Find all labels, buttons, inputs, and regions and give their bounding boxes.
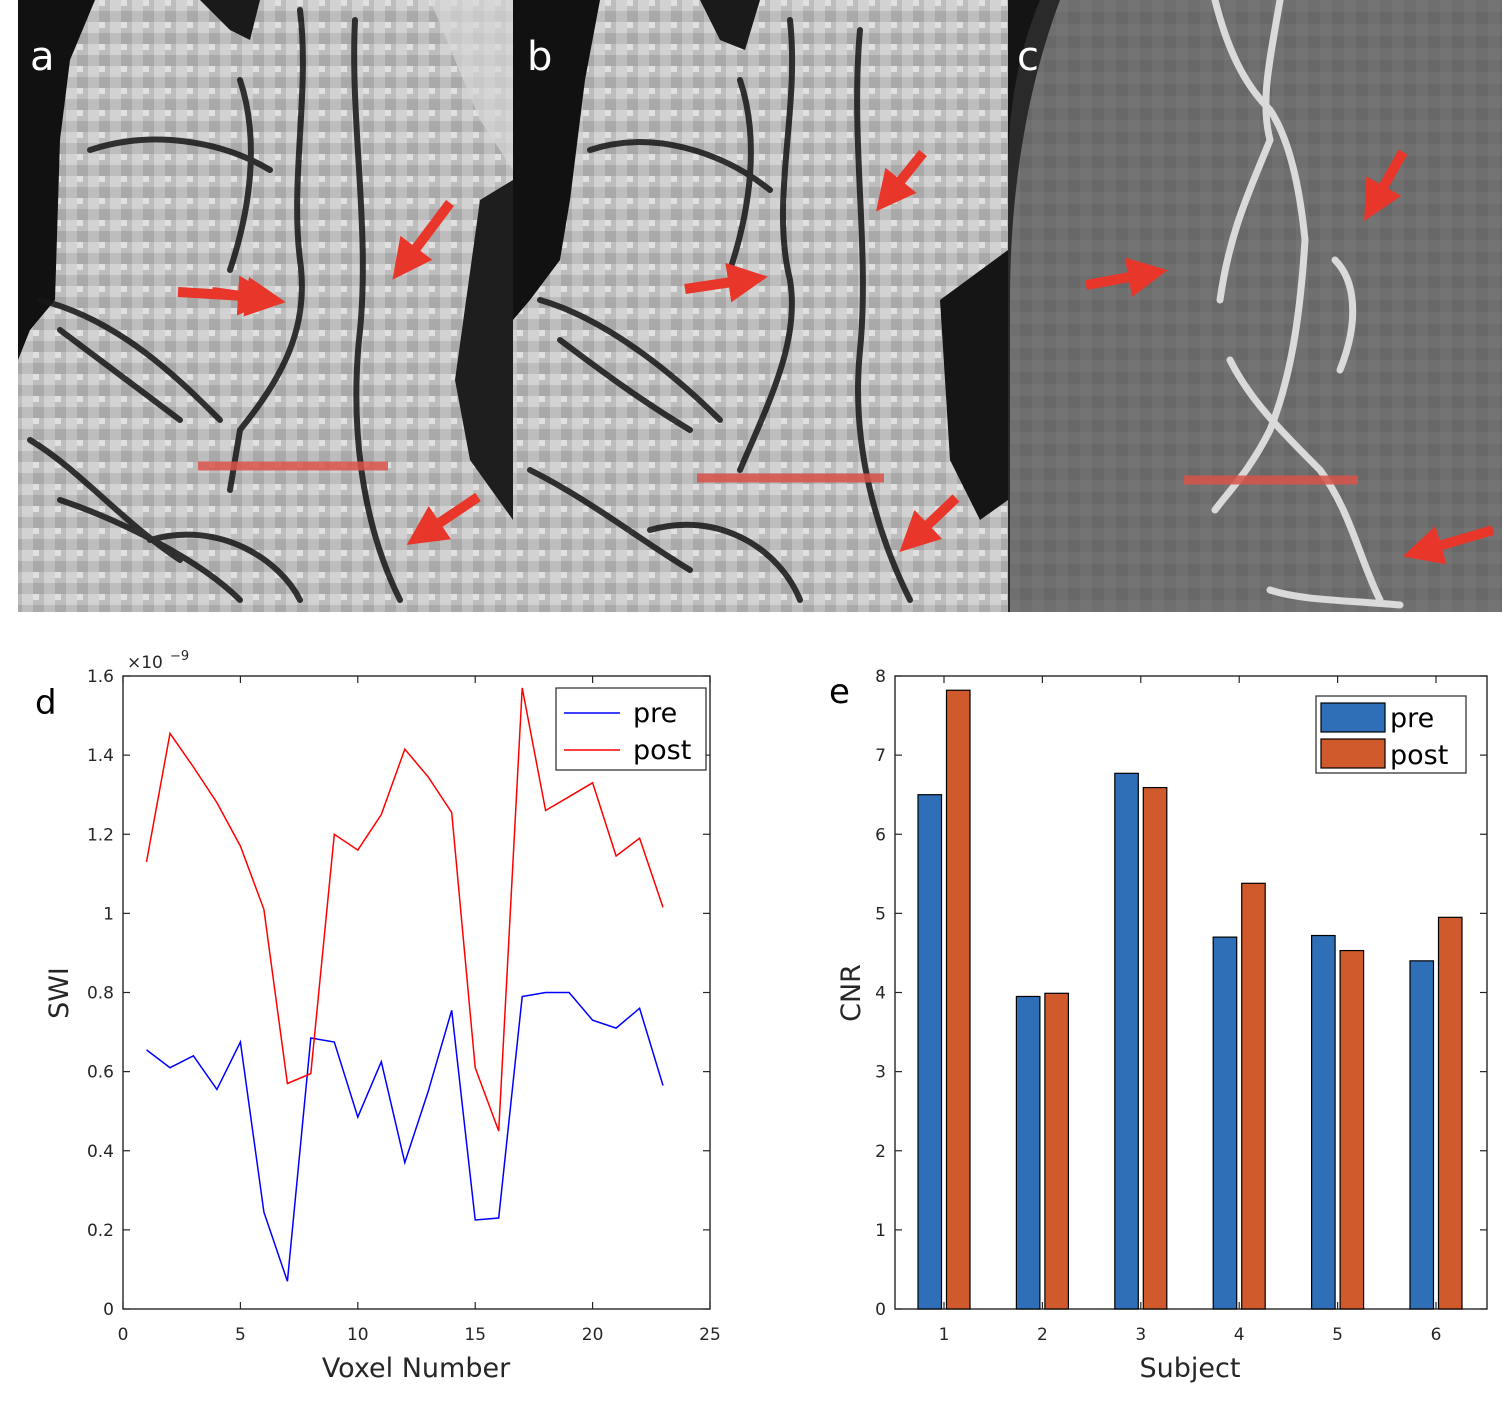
x-tick-label: 3 [1135, 1325, 1146, 1345]
y-tick-label: 0.8 [87, 984, 114, 1004]
arrow-icon [406, 492, 481, 545]
x-tick-label: 1 [939, 1325, 950, 1345]
bar-pre-subject-3 [1114, 772, 1139, 1310]
plot-area-d [122, 675, 711, 1310]
x-axis-label-e: Subject [1140, 1353, 1241, 1384]
y-tick-label: 5 [875, 904, 886, 924]
arrow-icon [899, 494, 960, 553]
arrow-icon [211, 276, 286, 317]
arrow-icon [1085, 257, 1168, 297]
x-tick-label: 5 [1332, 1325, 1343, 1345]
axis-ticks-e: 1 2 3 4 5 6 0 1 2 3 4 5 6 7 8 [875, 667, 1487, 1345]
y-tick-label: 1 [875, 1221, 886, 1241]
x-tick-label: 20 [582, 1325, 604, 1345]
panel-label-a: a [30, 34, 55, 80]
y-axis-label-d: SWI [44, 967, 75, 1019]
x-tick-label: 5 [235, 1325, 246, 1345]
x-tick-label: 15 [464, 1325, 486, 1345]
legend-label-pre: pre [633, 698, 677, 729]
y-tick-label: 0 [103, 1300, 114, 1320]
bar-post-subject-2 [1044, 992, 1070, 1310]
arrow-icon [1364, 149, 1408, 221]
y-tick-label: 3 [875, 1063, 886, 1083]
y-tick-label: 1.6 [87, 667, 114, 687]
x-tick-label: 25 [699, 1325, 721, 1345]
legend-e: pre post [1315, 695, 1467, 774]
x-axis-label-d: Voxel Number [322, 1353, 511, 1384]
mri-panel-b [513, 0, 1008, 612]
bar-pre-subject-4 [1212, 936, 1238, 1310]
arrow-icon [875, 149, 927, 212]
bar-pre-subject-2 [1015, 995, 1041, 1310]
y-tick-label: 1 [103, 904, 114, 924]
y-tick-label: 4 [875, 984, 886, 1004]
bar-pre-subject-5 [1310, 934, 1336, 1310]
x-tick-label: 0 [118, 1325, 129, 1345]
y-tick-label: 0.6 [87, 1063, 114, 1083]
legend-d: pre post [555, 687, 707, 771]
arrow-icon [684, 262, 768, 303]
plot-area-e [894, 675, 1488, 1310]
y-tick-label: 1.4 [87, 746, 114, 766]
y-tick-label: 2 [875, 1142, 886, 1162]
legend-label-post-e: post [1390, 740, 1448, 771]
series-line-post [145, 687, 664, 1132]
panel-label-e: e [829, 672, 850, 712]
series-line-pre [146, 991, 664, 1282]
panel-label-c: c [1017, 34, 1039, 80]
exponent-power: −9 [170, 649, 189, 664]
bars-e [917, 689, 1463, 1310]
y-tick-label: 0.4 [87, 1142, 114, 1162]
bar-post-subject-6 [1437, 916, 1463, 1310]
mri-panel-a [18, 0, 513, 612]
legend-swatch-post [1320, 738, 1386, 769]
exponent-label: ×10 −9 [127, 649, 189, 673]
series-lines-d [145, 687, 664, 1282]
x-tick-label: 10 [347, 1325, 369, 1345]
legend-swatch-pre [1320, 702, 1386, 733]
profile-lines [198, 461, 1358, 485]
bar-post-subject-5 [1339, 949, 1365, 1310]
y-tick-label: 8 [875, 667, 886, 687]
axis-ticks-d: 0 5 10 15 20 25 0 0.2 0.4 0.6 0.8 1 1.2 1.4 1.6 [87, 667, 721, 1345]
y-tick-label: 1.2 [87, 825, 114, 845]
arrow-icon [392, 200, 454, 280]
bar-post-subject-4 [1241, 882, 1266, 1310]
annotation-arrows [177, 149, 1495, 565]
y-axis-label-e: CNR [836, 964, 867, 1022]
chart-e: e 1 2 3 4 5 6 0 1 2 3 4 5 6 7 8 Subject CNR pre post [829, 667, 1488, 1384]
y-tick-label: 0 [875, 1300, 886, 1320]
bar-post-subject-1 [945, 689, 971, 1310]
x-tick-label: 4 [1234, 1325, 1245, 1345]
y-tick-label: 0.2 [87, 1221, 114, 1241]
y-tick-label: 6 [875, 825, 886, 845]
mri-panel-c [1008, 0, 1502, 612]
y-tick-label: 7 [875, 746, 886, 766]
bar-pre-subject-1 [917, 794, 943, 1310]
panel-label-d: d [35, 683, 57, 723]
bar-post-subject-3 [1142, 786, 1168, 1310]
exponent-base: ×10 [127, 653, 163, 673]
legend-label-post: post [633, 735, 691, 766]
x-tick-label: 2 [1037, 1325, 1048, 1345]
bar-pre-subject-6 [1409, 960, 1435, 1310]
chart-d: d 0 5 10 15 20 25 0 0.2 0.4 0.6 0.8 1 1.2 1.4 1.6 ×10 … [35, 649, 721, 1384]
panel-label-b: b [527, 34, 552, 80]
arrow-icon [1402, 525, 1495, 565]
x-tick-label: 6 [1431, 1325, 1442, 1345]
legend-label-pre-e: pre [1390, 703, 1434, 734]
